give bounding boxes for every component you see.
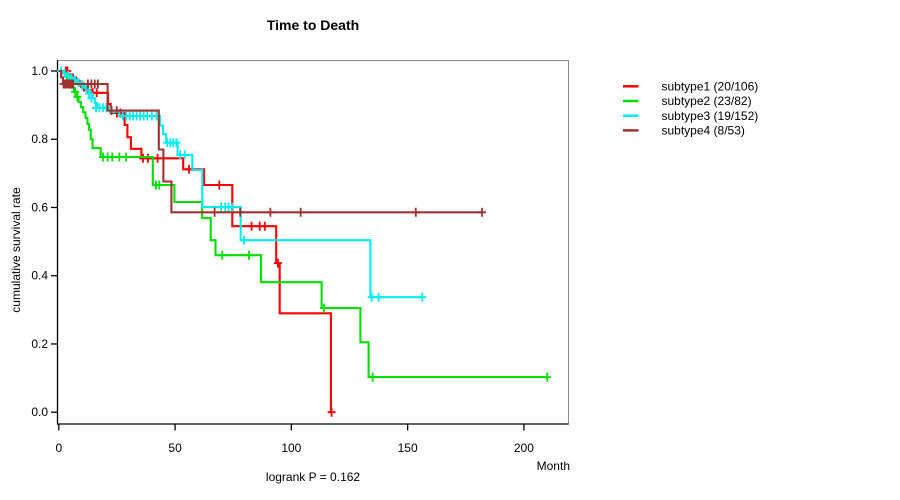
plot-frame: 0 50 100 150 200 0.0 0.2 0.4 0.6 0.8 1.0 xyxy=(31,60,569,455)
chart-title: Time to Death xyxy=(267,17,359,33)
survival-curve-subtype4 xyxy=(58,69,482,214)
censor-marks-subtype4 xyxy=(59,79,486,217)
censor-marks-subtype2 xyxy=(71,87,552,382)
x-tick-label: 50 xyxy=(168,441,182,455)
survival-curve-subtype1 xyxy=(58,69,332,414)
legend-label-subtype1: subtype1 (20/106) xyxy=(662,80,759,94)
y-tick-label: 0.8 xyxy=(31,132,48,146)
y-tick-label: 1.0 xyxy=(31,64,48,78)
survival-curves xyxy=(57,66,552,417)
logrank-annotation: logrank P = 0.162 xyxy=(266,470,361,484)
axis-lines xyxy=(56,60,569,425)
y-tick-label: 0.6 xyxy=(31,200,48,214)
x-tick-label: 150 xyxy=(398,441,418,455)
x-tick-label: 0 xyxy=(55,441,62,455)
x-tick-label: 100 xyxy=(281,441,301,455)
y-tick-label: 0.4 xyxy=(31,269,48,283)
x-tick-label: 200 xyxy=(514,441,534,455)
survival-curve-subtype3 xyxy=(58,69,423,299)
censor-marks-subtype1 xyxy=(61,66,336,417)
y-axis-label: cumulative survival rate xyxy=(9,187,23,313)
legend: subtype1 (20/106)subtype2 (23/82)subtype… xyxy=(623,80,758,138)
y-tick-label: 0.2 xyxy=(31,337,48,351)
y-tick-label: 0.0 xyxy=(31,405,48,419)
x-axis-label: Month xyxy=(537,459,570,473)
legend-label-subtype3: subtype3 (19/152) xyxy=(662,109,759,123)
legend-label-subtype2: subtype2 (23/82) xyxy=(662,94,752,108)
legend-label-subtype4: subtype4 (8/53) xyxy=(662,124,745,138)
